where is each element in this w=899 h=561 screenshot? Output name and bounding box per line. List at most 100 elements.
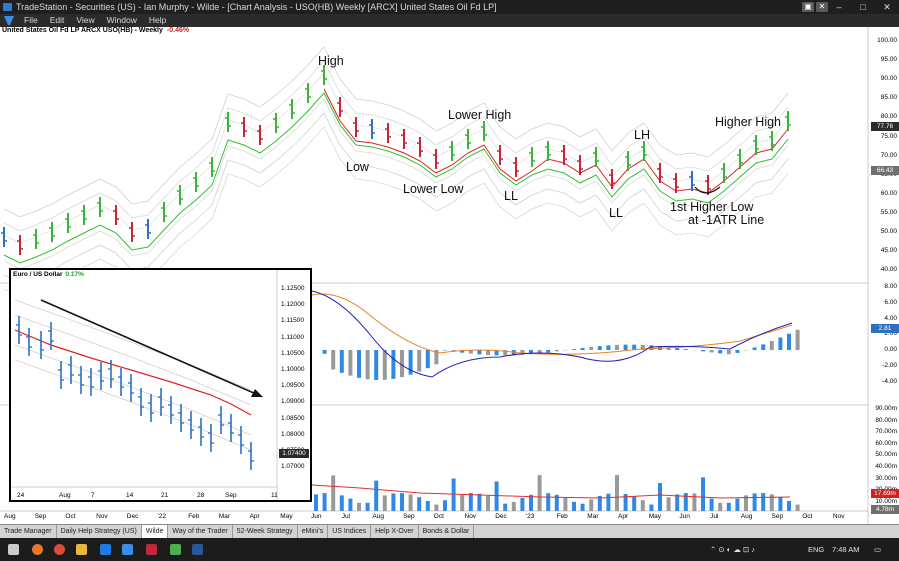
inset-price-tick: 1.09000 (281, 398, 305, 406)
menu-edit[interactable]: Edit (49, 15, 65, 25)
price-tick: 40.00 (880, 266, 897, 274)
inset-price-tick: 1.12000 (281, 301, 305, 309)
menu-window[interactable]: Window (106, 15, 137, 25)
macd-signal-line (311, 293, 793, 355)
volume-bar (572, 501, 576, 511)
price-bar (449, 141, 455, 161)
arrow-head-icon (251, 389, 263, 397)
price-bar (241, 117, 247, 137)
price-bar (481, 121, 487, 141)
time-tick: Oct (802, 513, 813, 520)
workspace-tab[interactable]: Trade Manager (0, 525, 57, 538)
price-tick: 80.00 (880, 113, 897, 121)
macd-histogram-bar (408, 350, 413, 375)
price-bar (81, 205, 87, 225)
volume-bar (683, 493, 688, 511)
macd-histogram-bar (400, 350, 404, 378)
inset-price-bar (26, 328, 32, 356)
time-tick: Aug (4, 513, 16, 520)
folder-icon[interactable] (76, 544, 87, 555)
minimize-button[interactable]: – (836, 2, 842, 12)
volume-avg-box: 4.78m (871, 505, 899, 514)
time-tick: Jun (311, 513, 322, 520)
inset-price-tick: 1.08500 (281, 414, 305, 422)
inset-last-box: 1.07400 (279, 449, 309, 458)
notification-icon[interactable]: ▭ (874, 545, 882, 554)
inset-atr-band (14, 299, 252, 391)
app-red-icon[interactable] (146, 544, 157, 555)
inset-time-tick: 11 (271, 492, 278, 499)
macd-histogram-bar (434, 350, 439, 365)
atr-band-line (3, 46, 789, 218)
time-tick: Nov (832, 513, 845, 520)
higher-low-arc (694, 186, 721, 194)
price-bar (753, 135, 759, 155)
workspace-tab[interactable]: Way of the Trader (168, 525, 233, 538)
macd-tick: 6.00 (884, 298, 897, 306)
price-bar (17, 235, 23, 255)
clock[interactable]: 7:48 AM (832, 545, 860, 554)
price-bar (625, 151, 631, 171)
app-green-icon[interactable] (170, 544, 181, 555)
volume-bar (580, 503, 585, 511)
volume-tick: 40.00m (875, 463, 897, 470)
inset-time-tick: 14 (126, 492, 134, 499)
volume-tick: 60.00m (875, 439, 897, 447)
annotation-lh: LH (634, 128, 650, 142)
start-icon[interactable] (8, 544, 19, 555)
volume-bar (761, 493, 766, 511)
menu-view[interactable]: View (76, 15, 95, 25)
macd-histogram-bar (640, 344, 645, 350)
price-bar (545, 141, 551, 161)
chrome-icon[interactable] (54, 544, 65, 555)
macd-histogram-bar (460, 350, 465, 353)
price-bar (321, 65, 327, 85)
menu-file[interactable]: File (24, 15, 38, 25)
inset-price-tick: 1.08000 (281, 430, 305, 438)
price-tick: 100.00 (877, 37, 897, 44)
workspace-tab[interactable]: US Indices (328, 525, 372, 538)
volume-bar (529, 494, 533, 511)
inset-canvas[interactable] (11, 270, 310, 500)
price-bar (689, 171, 695, 191)
tray-icons[interactable]: ⌃ ⊙ ◐ ☁ ⊡ ♪ (710, 545, 756, 554)
close-child-button[interactable]: ✕ (816, 2, 828, 12)
workspace-tab[interactable]: 52-Week Strategy (233, 525, 298, 538)
window-title: TradeStation - Securities (US) - Ian Mur… (16, 2, 497, 12)
atr-band-line (3, 72, 789, 244)
language-indicator[interactable]: ENG (808, 545, 825, 554)
inset-eurusd-chart[interactable]: Euro / US Dollar 0.17% 1.12500 1.12000 1.11… (9, 268, 312, 502)
workspace-tab[interactable]: Wilde (141, 525, 169, 538)
tradestation-task-icon[interactable] (122, 544, 133, 555)
volume-bar (322, 493, 327, 511)
macd-histogram-bar (597, 346, 602, 350)
menu-help[interactable]: Help (148, 15, 167, 25)
inset-price-tick: 1.09500 (281, 382, 305, 390)
volume-bar (434, 504, 439, 511)
macd-histogram-bar (606, 345, 611, 350)
price-bar (705, 175, 711, 195)
volume-bar (494, 481, 499, 511)
workspace-tab[interactable]: Bonds & Dollar (419, 525, 475, 538)
maximize-button[interactable]: □ (860, 2, 866, 12)
inset-price-tick: 1.11500 (281, 317, 305, 325)
close-button[interactable]: ✕ (883, 2, 891, 12)
app-icon[interactable] (100, 544, 111, 555)
macd-histogram-bar (795, 329, 800, 350)
chart-canvas[interactable] (0, 27, 899, 524)
price-bar (177, 185, 183, 205)
inset-price-bar (38, 331, 44, 359)
word-icon[interactable] (192, 544, 203, 555)
chart-analysis-window[interactable]: United States Oil Fd LP ARCX USO(HB) - W… (0, 27, 899, 524)
volume-bar (503, 503, 508, 511)
workspace-tab[interactable]: Help X-Over (371, 525, 419, 538)
workspace-tab[interactable]: Daily Help Strategy (US) (57, 525, 142, 538)
inset-price-bar (218, 406, 224, 434)
volume-bar (640, 500, 645, 511)
firefox-icon[interactable] (32, 544, 43, 555)
workspace-tab[interactable]: eMini's (298, 525, 329, 538)
price-bar (97, 197, 103, 217)
volume-tick: 90.00m (875, 405, 897, 412)
price-tick: 50.00 (880, 228, 897, 235)
restore-child-button[interactable]: ▣ (802, 2, 814, 12)
